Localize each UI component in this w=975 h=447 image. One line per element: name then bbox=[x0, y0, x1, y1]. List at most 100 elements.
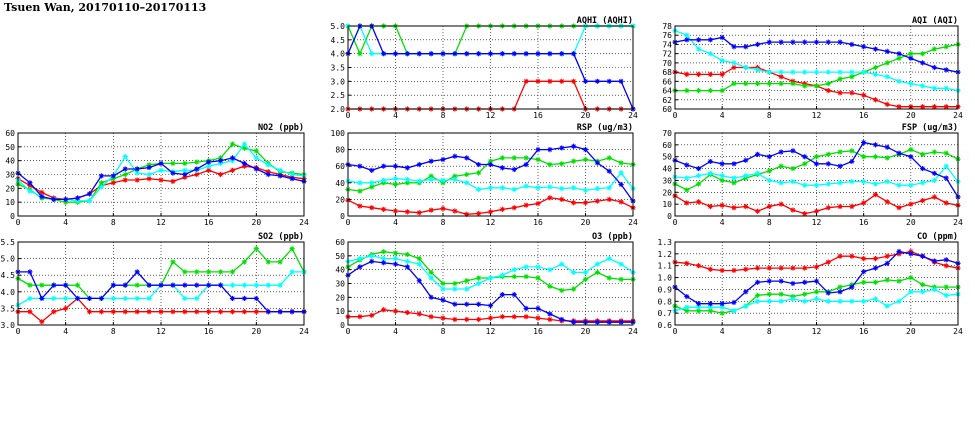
rsp-point-blue bbox=[381, 163, 387, 169]
aqhi-point-blue bbox=[428, 51, 434, 57]
rsp-point-blue bbox=[476, 161, 482, 168]
o3-point-cyan bbox=[606, 256, 612, 262]
aqi-point-green bbox=[920, 51, 926, 57]
fsp-point-green bbox=[766, 168, 772, 174]
rsp-point-green bbox=[606, 155, 612, 161]
aqi-point-red bbox=[695, 71, 702, 78]
fsp-point-red bbox=[790, 207, 796, 213]
o3-point-green bbox=[594, 269, 600, 276]
x-tick-label: 8 bbox=[441, 218, 446, 227]
x-tick-label: 24 bbox=[953, 218, 963, 227]
rsp-point-blue bbox=[594, 160, 600, 166]
rsp-point-red bbox=[499, 206, 505, 212]
y-tick-label: 60 bbox=[662, 105, 672, 114]
x-tick-label: 16 bbox=[533, 111, 543, 120]
x-tick-label: 0 bbox=[346, 111, 351, 120]
co-point-red bbox=[707, 266, 713, 272]
o3-point-green bbox=[404, 251, 410, 258]
co-point-cyan bbox=[684, 304, 690, 310]
so2-point-green bbox=[134, 282, 140, 288]
aqi-point-cyan bbox=[884, 74, 890, 80]
so2-point-red bbox=[182, 309, 188, 315]
o3-point-blue bbox=[464, 301, 470, 307]
rsp-point-red bbox=[571, 200, 577, 206]
x-tick-label: 16 bbox=[204, 327, 214, 336]
o3-point-cyan bbox=[440, 286, 446, 292]
no2-point-blue bbox=[27, 180, 33, 186]
fsp-point-cyan bbox=[896, 182, 902, 188]
so2-point-red bbox=[194, 309, 200, 315]
rsp-point-green bbox=[523, 155, 529, 161]
aqi-point-blue bbox=[872, 46, 879, 52]
fsp-point-red bbox=[825, 205, 831, 211]
so2-point-green bbox=[206, 269, 212, 275]
aqi-point-green bbox=[931, 46, 938, 52]
rsp-point-red bbox=[392, 208, 399, 214]
so2-point-cyan bbox=[229, 282, 236, 288]
rsp-point-cyan bbox=[511, 186, 517, 193]
no2-point-cyan bbox=[74, 198, 81, 204]
x-tick-label: 20 bbox=[581, 218, 591, 227]
fsp-point-cyan bbox=[778, 180, 784, 186]
y-tick-label: 68 bbox=[662, 68, 672, 77]
aqi-point-green bbox=[837, 76, 843, 82]
so2-point-green bbox=[170, 259, 176, 265]
aqhi-point-blue bbox=[404, 51, 410, 57]
x-tick-label: 8 bbox=[441, 327, 446, 336]
aqi-point-cyan bbox=[849, 69, 855, 75]
x-tick-label: 0 bbox=[673, 327, 678, 336]
aqhi-point-blue bbox=[535, 51, 541, 57]
so2-point-blue bbox=[206, 282, 212, 288]
y-tick-label: 0.9 bbox=[658, 285, 673, 294]
so2-point-blue bbox=[134, 269, 140, 275]
aqi-point-green bbox=[813, 83, 820, 89]
no2-point-blue bbox=[217, 158, 224, 164]
o3-point-cyan bbox=[499, 272, 505, 278]
aqi-point-blue bbox=[837, 39, 843, 45]
fsp-point-cyan bbox=[684, 175, 690, 181]
rsp-point-red bbox=[594, 198, 600, 204]
so2-point-red bbox=[146, 309, 152, 315]
so2-point-red bbox=[98, 309, 105, 315]
so2-point-blue bbox=[217, 282, 224, 288]
o3-point-cyan bbox=[559, 261, 565, 267]
x-tick-label: 0 bbox=[16, 218, 21, 227]
co-point-green bbox=[802, 291, 808, 297]
aqhi-point-blue bbox=[381, 51, 387, 57]
no2-point-red bbox=[206, 167, 212, 173]
y-tick-label: 1.0 bbox=[658, 274, 673, 283]
co-point-red bbox=[778, 265, 784, 271]
aqi-point-green bbox=[802, 83, 808, 89]
aqi-point-green bbox=[849, 74, 855, 80]
o3-point-cyan bbox=[618, 261, 624, 267]
y-tick-label: 0 bbox=[667, 212, 672, 221]
y-tick-label: 60 bbox=[662, 141, 672, 150]
no2-point-blue bbox=[253, 166, 259, 172]
o3-point-red bbox=[381, 307, 387, 313]
no2-point-red bbox=[170, 178, 176, 185]
y-tick-label: 10 bbox=[5, 198, 15, 207]
so2-point-green bbox=[229, 269, 236, 275]
rsp-point-green bbox=[452, 173, 458, 179]
so2-point-red bbox=[39, 319, 45, 325]
co-point-green bbox=[778, 291, 784, 297]
co-point-green bbox=[766, 291, 772, 297]
rsp-point-blue bbox=[499, 165, 505, 171]
rsp-point-blue bbox=[535, 147, 541, 153]
x-tick-label: 0 bbox=[346, 218, 351, 227]
aqhi-point-blue bbox=[476, 51, 482, 57]
rsp-point-blue bbox=[404, 165, 410, 171]
fsp-point-red bbox=[802, 211, 808, 217]
rsp-point-red bbox=[369, 205, 375, 211]
rsp-point-cyan bbox=[606, 185, 612, 191]
rsp-point-cyan bbox=[559, 186, 565, 192]
no2-point-blue bbox=[39, 194, 45, 200]
y-tick-label: 5.5 bbox=[1, 238, 16, 247]
x-tick-label: 24 bbox=[628, 111, 638, 120]
aqhi-point-blue bbox=[392, 51, 399, 57]
o3-point-green bbox=[464, 278, 470, 284]
so2-point-cyan bbox=[277, 282, 283, 288]
so2-point-blue bbox=[27, 269, 33, 275]
